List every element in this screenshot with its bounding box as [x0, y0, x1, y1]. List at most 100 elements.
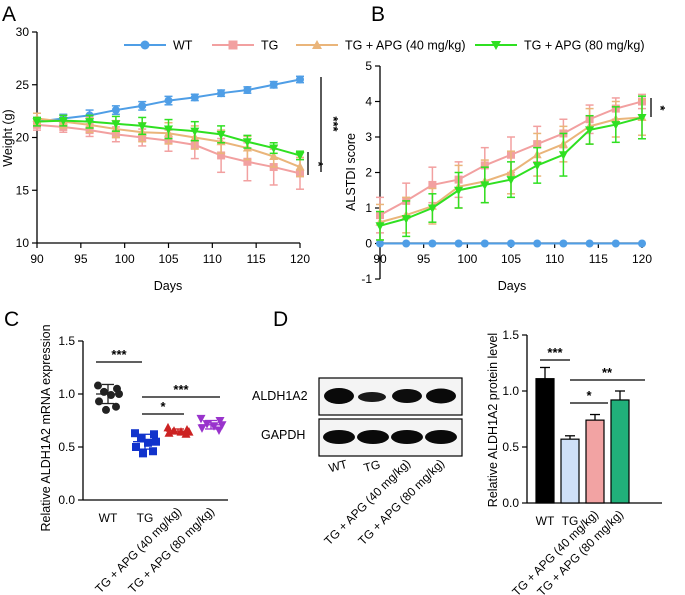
panel-b-y-tick-label-3: 2	[365, 166, 372, 180]
panel-a-point-apg40-10	[295, 162, 305, 171]
panel-b-point-apg80-4	[480, 181, 490, 190]
panel-a-y-tick-label-0: 10	[16, 236, 30, 250]
panel-c-sig-label-3: ***	[173, 382, 189, 397]
panel-d-bar-apg80	[610, 399, 630, 504]
panel-d-y-label: Relative ALDH1A2 protein level	[486, 333, 500, 507]
panel-b-x-tick-label-5: 115	[589, 252, 608, 266]
panel-c-category-label-1: TG	[137, 511, 154, 525]
panel-a-point-tg-7	[217, 151, 226, 160]
panel-a-y-tick-label-2: 20	[16, 131, 30, 145]
panel-a-point-apg80-3	[111, 120, 121, 129]
panel-b-point-apg80-5	[506, 176, 516, 185]
panel-c-y-label: Relative ALDH1A2 mRNA expression	[39, 324, 53, 531]
panel-b-y-tick-label-5: 4	[365, 95, 372, 109]
panel-c-point-apg40-2	[169, 426, 179, 435]
panel-b-point-wt-6	[533, 239, 542, 248]
blot-band-aldh1a2-tg	[358, 392, 386, 402]
panel-c-significance: *** * ***	[96, 347, 220, 415]
panel-b-y-tick-label-1: 0	[365, 237, 372, 251]
legend: WT TG TG + APG (40 mg/kg) TG + APG (80 m…	[124, 39, 645, 53]
blot-band-aldh1a2-apg80	[426, 388, 456, 404]
panel-a-y-tick-label-4: 30	[16, 25, 30, 39]
legend-marker-tg	[228, 40, 238, 50]
panel-c-point-tg-5	[132, 443, 140, 451]
panel-b-x-tick-label-1: 95	[417, 252, 431, 266]
panel-b-y-tick-label-2: 1	[365, 201, 372, 215]
panel-c-group-apg40	[163, 422, 194, 438]
panel-a-x-tick-label-3: 105	[158, 252, 178, 266]
blot-band-aldh1a2-apg40	[392, 389, 422, 403]
panel-b-x-label: Days	[498, 279, 526, 293]
panel-b-point-wt-8	[585, 239, 594, 248]
panel-b-point-wt-3	[454, 239, 463, 248]
panel-label-a: A	[2, 3, 16, 26]
panel-d-category-label-0: WT	[536, 514, 555, 528]
panel-c-y-tick-label-3: 1.5	[58, 334, 75, 348]
blot-band-gapdh-apg80	[425, 430, 457, 444]
panel-b-y-label: ALSTDI score	[344, 133, 358, 211]
blot-band-gapdh-tg	[357, 430, 389, 444]
panel-a-x-tick-label-6: 120	[290, 252, 310, 266]
blot-band-gapdh-wt	[323, 430, 355, 444]
panel-a-x-tick-label-1: 95	[74, 252, 88, 266]
panel-b-point-wt-1	[402, 239, 411, 248]
panel-c-point-tg-4	[144, 438, 152, 447]
panel-a-x-tick-label-2: 100	[115, 252, 135, 266]
panel-b-point-wt-9	[611, 239, 620, 248]
panel-c-point-apg80-0	[196, 414, 206, 424]
panel-b-x-tick-label-2: 100	[457, 252, 477, 266]
panel-d-group-wt	[535, 366, 555, 504]
panel-c-category-label-0: WT	[99, 511, 118, 525]
panel-a-y-label: Weight (g)	[1, 109, 15, 166]
panel-a-point-wt-8	[243, 86, 252, 95]
panel-c-point-wt-6	[112, 402, 120, 411]
panel-a-series-wt	[33, 75, 304, 127]
legend-marker-wt	[140, 40, 150, 50]
panel-b-significance: *	[650, 98, 668, 117]
blot-lane-label-1: TG	[362, 457, 382, 475]
panel-d-bar-wt	[535, 378, 555, 504]
panel-a-weight-chart: 10 15 20 25 30 90 95 100 105 110 115 120 Days Weigh…	[1, 25, 341, 293]
panel-a-point-apg80-8	[242, 138, 252, 147]
panel-c-point-apg80-4	[209, 422, 219, 431]
panel-b-point-apg80-6	[532, 161, 542, 171]
panel-b-alstdi-chart: -1 0 1 2 3 4 5 90 95 100 105 110 115 120 Days ALSTDI …	[344, 59, 668, 293]
panel-d-y-tick-label-1: 0.5	[502, 440, 519, 454]
panel-a-point-apg80-1	[58, 117, 68, 126]
panel-a-point-apg80-7	[216, 130, 226, 140]
panel-c-y-tick-label-0: 0.0	[58, 493, 75, 507]
blot-lane-label-0: WT	[327, 457, 349, 476]
panel-a-point-apg40-9	[269, 151, 279, 160]
panel-c-group-wt	[94, 381, 123, 414]
panel-label-b: B	[371, 3, 385, 26]
panel-a-point-wt-6	[190, 93, 199, 102]
panel-a-y-tick-label-3: 25	[16, 78, 30, 92]
panel-b-y-tick-label-4: 3	[365, 130, 372, 144]
panel-c-point-tg-0	[131, 429, 139, 438]
panel-d-significance: *** ** *	[540, 345, 645, 404]
panel-d-bar-apg40	[585, 419, 605, 504]
legend-label-tg: TG	[261, 39, 278, 53]
panel-b-y-tick-label-6: 5	[365, 59, 372, 73]
panel-c-point-tg-6	[149, 447, 157, 456]
panel-b-point-wt-10	[638, 239, 646, 248]
panel-c-y-tick-label-1: 0.5	[58, 440, 75, 454]
panel-c-point-wt-3	[115, 390, 123, 398]
panel-b-x-tick-label-6: 120	[632, 252, 652, 266]
panel-a-significance: *** *	[307, 77, 341, 175]
panel-b-point-apg80-7	[558, 151, 568, 160]
panel-b-series-wt	[376, 239, 646, 248]
panel-c-point-apg40-5	[164, 428, 174, 437]
panel-c-point-tg-1	[150, 430, 158, 439]
panel-b-point-apg80-3	[454, 186, 464, 196]
panel-b-y-tick-label-0: -1	[361, 272, 372, 286]
panel-b-sig-label: *	[653, 105, 668, 111]
panel-d-y-tick-label-2: 1.0	[502, 384, 519, 398]
panel-b-point-tg-2	[428, 180, 437, 189]
